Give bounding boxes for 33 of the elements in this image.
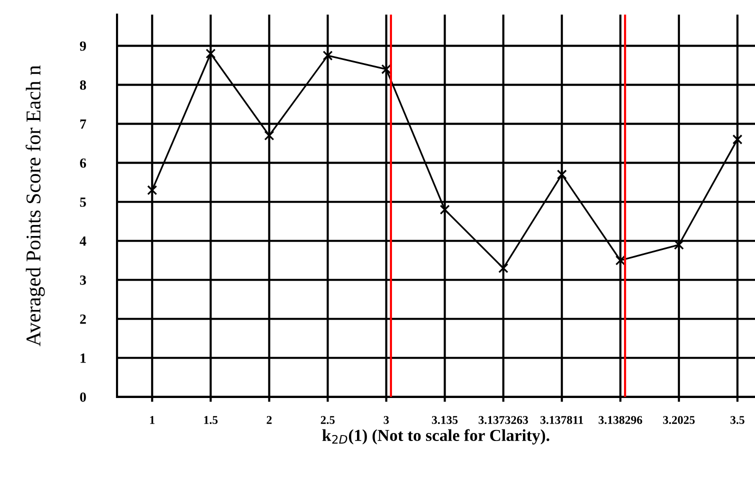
- x-tick-label: 3.2025: [663, 416, 695, 424]
- point: [732, 134, 742, 144]
- y-axis-title: Averaged Points Score for Each n: [26, 65, 45, 346]
- x-axis-title: k$_{2D}$(1) (Not to scale for Clarity).: [322, 429, 550, 444]
- point: [206, 48, 216, 59]
- y-tick-label: 9: [80, 41, 86, 51]
- y-tick-label: 0: [80, 392, 86, 402]
- point: [615, 255, 626, 266]
- y-tick-label: 1: [80, 354, 86, 363]
- y-tick-label: 8: [80, 80, 86, 90]
- x-tick-label: 3.137811: [540, 416, 584, 424]
- point: [556, 170, 567, 180]
- x-tick-label: 1.5: [204, 416, 218, 424]
- point: [498, 263, 508, 274]
- y-tick-label: 4: [80, 236, 86, 246]
- point: [147, 185, 158, 196]
- point: [264, 130, 274, 141]
- y-tick-label: 2: [80, 314, 86, 324]
- y-tick-label: 6: [80, 158, 86, 168]
- point: [322, 50, 333, 61]
- x-tick-label: 3.135: [432, 416, 458, 424]
- x-tick-label: 2: [266, 416, 272, 424]
- x-tick-label: 2.5: [320, 416, 335, 424]
- point: [381, 64, 392, 74]
- point: [440, 204, 450, 215]
- x-tick-label: 3.138296: [598, 416, 642, 424]
- y-tick-label: 7: [80, 120, 86, 129]
- y-tick-label: 5: [80, 198, 86, 207]
- y-tick-label: 3: [80, 276, 86, 285]
- x-tick-label: 3.5: [730, 416, 744, 424]
- x-tick-label: 3.1373263: [478, 416, 528, 424]
- x-tick-label: 1: [150, 416, 154, 424]
- x-tick-label: 3: [384, 416, 389, 424]
